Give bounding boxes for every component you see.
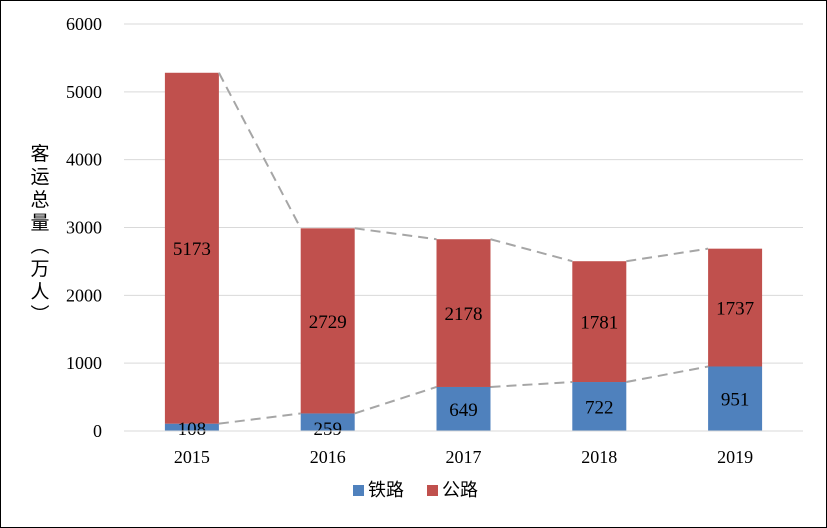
x-tick-label-2015: 2015 xyxy=(174,447,210,467)
bar-2015-铁路 xyxy=(164,423,219,431)
bar-2019-公路 xyxy=(708,248,763,367)
bar-2016-铁路 xyxy=(300,413,355,431)
bar-2015-公路 xyxy=(164,72,219,424)
data-label-2016-公路: 2729 xyxy=(309,312,347,333)
bars xyxy=(164,72,763,431)
bar-2018-公路 xyxy=(572,261,627,383)
bar-2017-公路 xyxy=(436,239,491,387)
data-label-2019-铁路: 951 xyxy=(721,390,750,411)
data-label-2015-公路: 5173 xyxy=(173,239,211,260)
data-labels: 108 5173 259 2729 649 2178 722 1781 951 1737 xyxy=(173,239,754,440)
x-tick-label-2016: 2016 xyxy=(310,447,346,467)
trend-line-rail xyxy=(218,365,709,425)
y-tick-label-5000: 5000 xyxy=(66,82,102,102)
legend-label-公路: 公路 xyxy=(442,480,478,501)
legend: 铁路 公路 xyxy=(353,480,478,501)
bar-2017-铁路 xyxy=(436,386,491,431)
x-tick-label-2017: 2017 xyxy=(446,447,482,467)
data-label-2015-铁路: 108 xyxy=(178,419,207,440)
data-label-2017-公路: 2178 xyxy=(445,304,483,325)
y-tick-label-4000: 4000 xyxy=(66,150,102,170)
legend-swatch-铁路 xyxy=(353,485,364,496)
trend-lines xyxy=(218,72,709,425)
gridlines xyxy=(124,23,803,364)
x-tick-label-2018: 2018 xyxy=(581,447,617,467)
trend-line-total xyxy=(218,72,709,263)
y-tick-label-6000: 6000 xyxy=(66,14,102,34)
y-tick-label-0: 0 xyxy=(93,421,102,441)
x-tick-label-2019: 2019 xyxy=(717,447,753,467)
legend-label-铁路: 铁路 xyxy=(368,480,404,501)
axes: 0 1000 2000 3000 4000 5000 6000 2015 2016 2017 201… xyxy=(66,14,803,467)
data-label-2018-铁路: 722 xyxy=(585,398,614,419)
y-tick-label-3000: 3000 xyxy=(66,218,102,238)
data-label-2018-公路: 1781 xyxy=(580,313,618,334)
data-label-2019-公路: 1737 xyxy=(716,299,754,320)
data-label-2017-铁路: 649 xyxy=(449,400,478,421)
bar-2018-铁路 xyxy=(572,382,627,431)
y-tick-label-2000: 2000 xyxy=(66,285,102,305)
data-label-2016-铁路: 259 xyxy=(313,419,342,440)
legend-swatch-公路 xyxy=(427,485,438,496)
bar-2016-公路 xyxy=(300,228,355,414)
bar-2019-铁路 xyxy=(708,366,763,431)
y-tick-label-1000: 1000 xyxy=(66,353,102,373)
y-axis-label: 客运总量︵万人︶ xyxy=(30,143,49,326)
